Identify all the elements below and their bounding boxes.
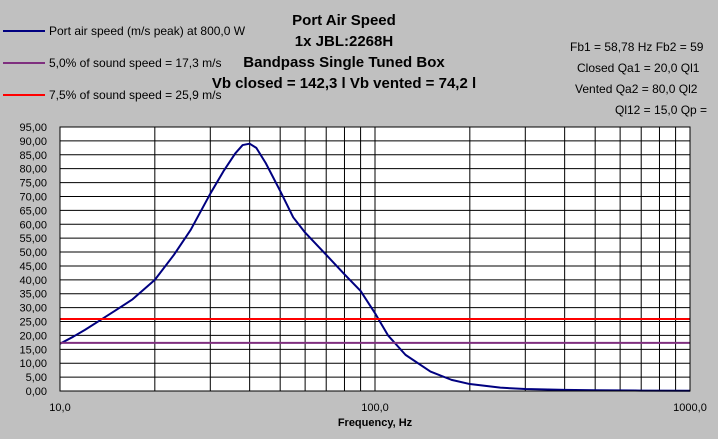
series-layer xyxy=(59,142,691,392)
y-tick-label: 20,00 xyxy=(19,330,47,342)
box-parameter-line: Ql12 = 15,0 Qp = xyxy=(615,103,707,117)
chart-title-line: Port Air Speed xyxy=(292,12,396,29)
plot-border xyxy=(59,126,691,392)
y-tick-label: 50,00 xyxy=(19,247,47,259)
box-parameters: Fb1 = 58,78 Hz Fb2 = 59 Closed Qa1 = 20,0… xyxy=(570,40,707,117)
y-tick-label: 0,00 xyxy=(26,386,47,398)
x-axis-label: Frequency, Hz xyxy=(338,417,413,429)
y-tick-label: 90,00 xyxy=(19,136,47,148)
y-tick-label: 45,00 xyxy=(19,261,47,273)
y-tick-label: 70,00 xyxy=(19,191,47,203)
y-tick-label: 40,00 xyxy=(19,275,47,287)
y-tick-label: 55,00 xyxy=(19,233,47,245)
chart-title-line: Vb closed = 142,3 l Vb vented = 74,2 l xyxy=(212,75,476,92)
legend-item: 5,0% of sound speed = 17,3 m/s xyxy=(3,56,221,70)
legend-item: 7,5% of sound speed = 25,9 m/s xyxy=(3,88,221,102)
chart-title-line: 1x JBL:2268H xyxy=(295,33,393,50)
y-tick-label: 75,00 xyxy=(19,178,47,190)
y-tick-label: 5,00 xyxy=(26,372,47,384)
x-tick-label: 1000,0 xyxy=(673,402,707,414)
y-tick-label: 15,00 xyxy=(19,344,47,356)
y-tick-label: 35,00 xyxy=(19,289,47,301)
y-tick-label: 10,00 xyxy=(19,358,47,370)
legend: Port air speed (m/s peak) at 800,0 W 5,0%… xyxy=(3,24,246,102)
series-line-1 xyxy=(59,142,691,392)
grid xyxy=(60,127,690,391)
chart-title-line: Bandpass Single Tuned Box xyxy=(243,54,445,71)
x-tick-label: 10,0 xyxy=(49,402,70,414)
legend-item: Port air speed (m/s peak) at 800,0 W xyxy=(3,24,246,38)
x-axis: 10,0 100,0 1000,0 xyxy=(49,402,707,414)
box-parameter-line: Closed Qa1 = 20,0 Ql1 xyxy=(577,61,700,75)
y-tick-label: 30,00 xyxy=(19,303,47,315)
y-tick-label: 80,00 xyxy=(19,164,47,176)
box-parameter-line: Vented Qa2 = 80,0 Ql2 xyxy=(575,82,698,96)
y-tick-label: 60,00 xyxy=(19,219,47,231)
legend-label: Port air speed (m/s peak) at 800,0 W xyxy=(49,24,246,38)
box-parameter-line: Fb1 = 58,78 Hz Fb2 = 59 xyxy=(570,40,704,54)
y-tick-label: 85,00 xyxy=(19,150,47,162)
y-tick-label: 65,00 xyxy=(19,205,47,217)
legend-label: 5,0% of sound speed = 17,3 m/s xyxy=(49,56,221,70)
x-tick-label: 100,0 xyxy=(361,402,389,414)
y-tick-label: 95,00 xyxy=(19,122,47,134)
legend-label: 7,5% of sound speed = 25,9 m/s xyxy=(49,88,221,102)
y-tick-label: 25,00 xyxy=(19,317,47,329)
chart-title: Port Air Speed 1x JBL:2268H Bandpass Singl… xyxy=(212,12,476,92)
